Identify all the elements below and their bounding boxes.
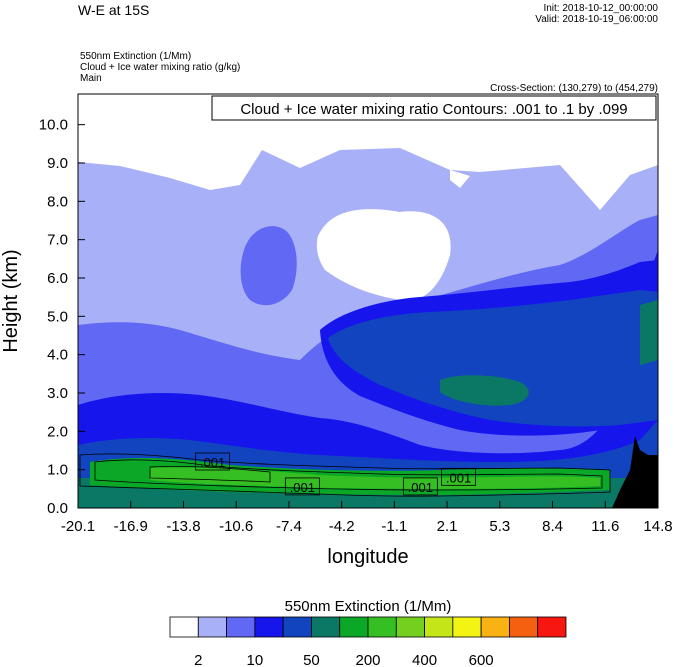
x-tick-label: 11.6 <box>591 518 619 535</box>
x-axis: -20.1 -16.9 -13.8 -10.6 -7.4 -4.2 -1.1 2.1 5.3 8.… <box>61 501 673 535</box>
x-tick-label: 5.3 <box>489 518 510 535</box>
colorbar-swatch <box>226 616 256 638</box>
y-tick-label: 0.0 <box>47 500 68 517</box>
x-tick-label: -1.1 <box>381 518 407 535</box>
contour-labels: .001 .001 .001 .001 <box>195 452 476 496</box>
terrain <box>612 436 658 508</box>
contour-label: .001 <box>290 480 315 495</box>
contour-title: Cloud + Ice water mixing ratio Contours:… <box>240 101 627 118</box>
colorbar-label: 50 <box>303 652 320 667</box>
colorbar-swatch <box>424 616 454 638</box>
plot-title: W-E at 15S <box>78 2 150 18</box>
colorbar-swatch <box>395 616 425 638</box>
colorbar <box>169 616 567 638</box>
colorbar-swatch <box>339 616 369 638</box>
x-tick-label: -13.8 <box>166 518 200 535</box>
x-tick-label: -7.4 <box>276 518 302 535</box>
y-tick-label: 4.0 <box>47 347 68 364</box>
y-tick-label: 7.0 <box>47 232 68 249</box>
y-tick-label: 6.0 <box>47 270 68 287</box>
y-tick-label: 3.0 <box>47 385 68 402</box>
field-label-mixing-ratio: Cloud + Ice water mixing ratio (g/kg) <box>80 62 241 73</box>
x-tick-label: 8.4 <box>542 518 563 535</box>
extinction-band-3 <box>78 250 658 508</box>
contour-label: .001 <box>446 470 471 485</box>
y-tick-label: 2.0 <box>47 423 68 440</box>
colorbar-swatch <box>282 616 312 638</box>
y-tick-label: 5.0 <box>47 308 68 325</box>
cross-section-label: Cross-Section: (130,279) to (454,279) <box>490 83 658 94</box>
colorbar-swatch <box>509 616 539 638</box>
y-tick-label: 8.0 <box>47 193 68 210</box>
x-tick-label: -10.6 <box>219 518 253 535</box>
init-time: Init: 2018-10-12_00:00:00 <box>543 3 658 14</box>
x-axis-label: longitude <box>327 546 408 568</box>
plot-frame <box>77 93 659 509</box>
x-tick-label: -20.1 <box>61 518 95 535</box>
contour-title-box <box>211 95 657 121</box>
extinction-field <box>78 94 658 508</box>
contour-label-box <box>441 467 476 486</box>
y-tick-label: 1.0 <box>47 462 68 479</box>
valid-time: Valid: 2018-10-19_06:00:00 <box>535 14 658 25</box>
y-tick-label: 9.0 <box>47 155 68 172</box>
y-tick-label: 10.0 <box>39 117 68 134</box>
colorbar-swatch <box>197 616 227 638</box>
colorbar-labels: 2 10 50 200 400 600 <box>194 652 494 667</box>
x-tick-label: 14.8 <box>643 518 672 535</box>
x-tick-label: -4.2 <box>329 518 355 535</box>
colorbar-label: 2 <box>194 652 202 667</box>
colorbar-label: 200 <box>355 652 380 667</box>
contour-label-box <box>402 477 438 496</box>
x-tick-label: -16.9 <box>114 518 148 535</box>
colorbar-swatch <box>311 616 341 638</box>
colorbar-swatch <box>367 616 397 638</box>
y-axis-label: Height (km) <box>0 249 22 352</box>
colorbar-swatch <box>169 616 199 638</box>
colorbar-label: 10 <box>247 652 264 667</box>
colorbar-label: 400 <box>412 652 437 667</box>
cloud-contours <box>79 453 611 497</box>
colorbar-label: 600 <box>469 652 494 667</box>
colorbar-swatch <box>254 616 284 638</box>
field-label-main: Main <box>80 73 102 84</box>
colorbar-swatch <box>537 616 567 638</box>
colorbar-swatch <box>452 616 482 638</box>
field-label-extinction: 550nm Extinction (1/Mm) <box>80 51 192 62</box>
contour-label-box <box>195 452 231 471</box>
colorbar-title: 550nm Extinction (1/Mm) <box>285 598 452 615</box>
y-axis: 0.0 1.0 2.0 3.0 4.0 5.0 6.0 7.0 8.0 9.0 10.0 <box>39 117 85 517</box>
contour-label: .001 <box>408 480 433 495</box>
colorbar-swatch <box>480 616 510 638</box>
x-tick-label: 2.1 <box>437 518 458 535</box>
contour-label: .001 <box>200 455 225 470</box>
contour-label-box <box>284 477 320 496</box>
